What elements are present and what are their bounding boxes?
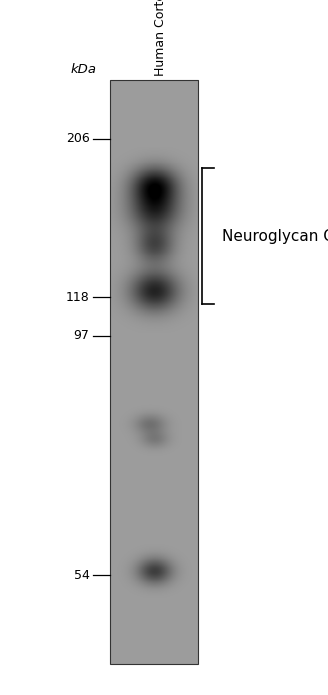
Text: 206: 206	[66, 133, 90, 145]
Text: Neuroglycan C: Neuroglycan C	[222, 229, 328, 244]
Bar	[110, 80, 198, 664]
Text: Human Cortex: Human Cortex	[154, 0, 167, 76]
Text: 54: 54	[74, 569, 90, 582]
Text: kDa: kDa	[71, 63, 97, 76]
Text: 97: 97	[74, 329, 90, 342]
Text: 118: 118	[66, 291, 90, 304]
